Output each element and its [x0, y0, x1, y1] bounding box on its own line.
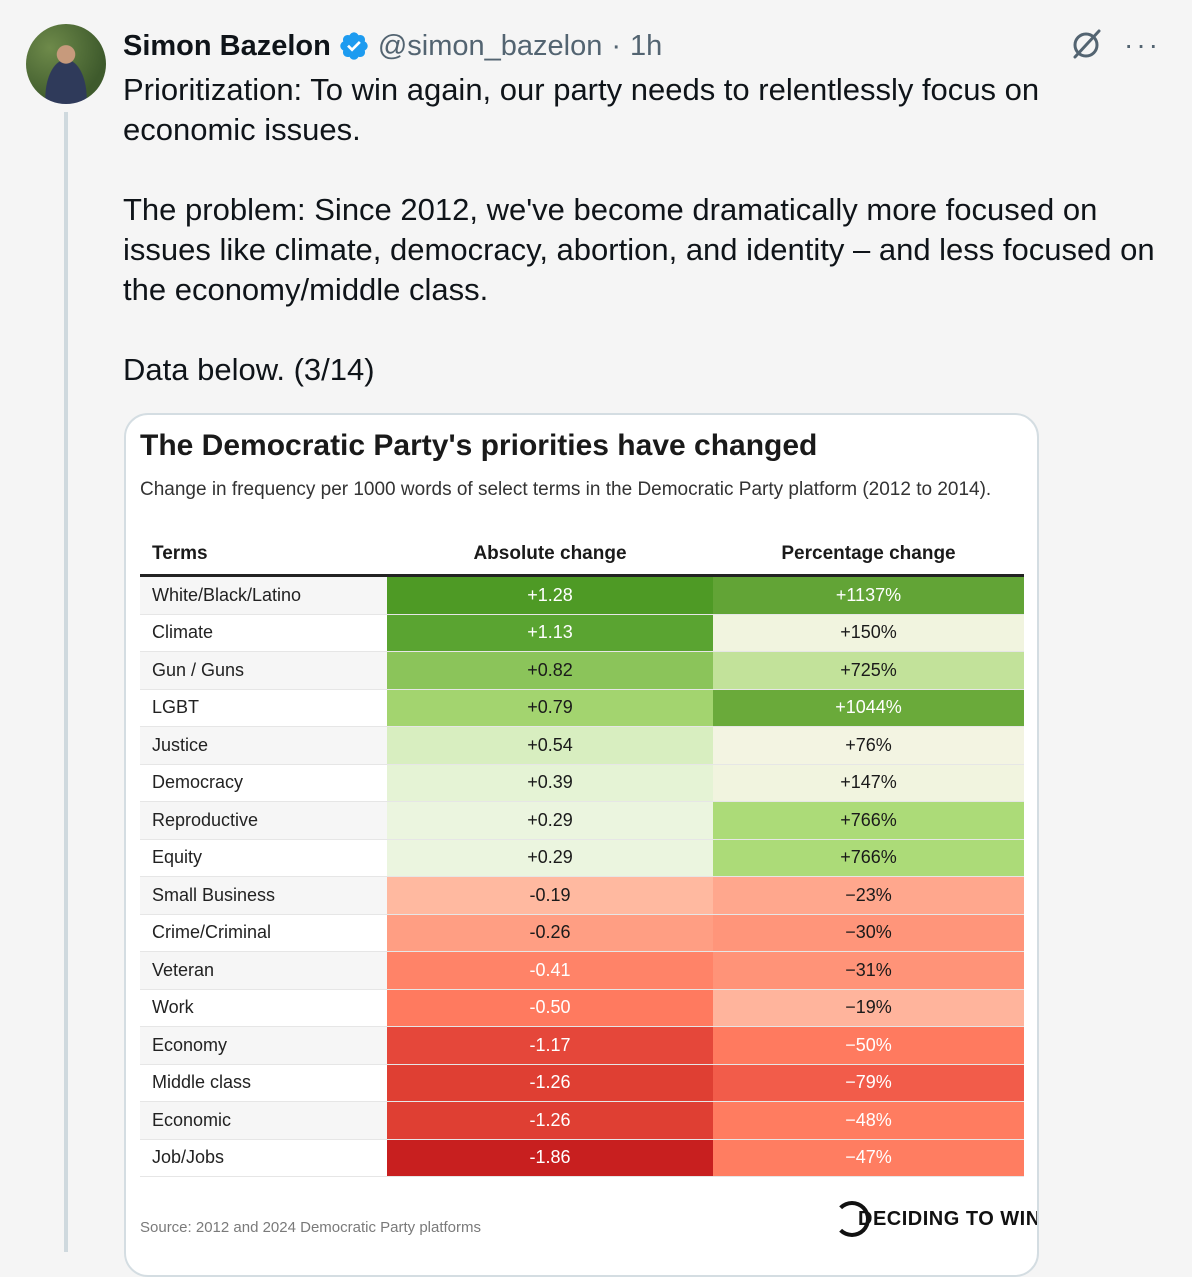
thread-connector-line	[64, 112, 68, 1252]
table-row: Democracy +0.39 +147%	[140, 764, 1024, 802]
percentage-change-cell: +1137%	[713, 577, 1024, 614]
percentage-change-cell: −31%	[713, 952, 1024, 989]
tweet-text: Prioritization: To win again, our party …	[123, 70, 1173, 390]
term-cell: Middle class	[152, 1072, 252, 1093]
absolute-change-cell: -1.26	[387, 1102, 713, 1139]
priority-change-table: Terms Absolute change Percentage change …	[140, 534, 1024, 1177]
table-row: Economy -1.17 −50%	[140, 1027, 1024, 1065]
tweet-text-line: Prioritization: To win again, our party …	[123, 72, 1040, 107]
percentage-change-cell: −50%	[713, 1027, 1024, 1064]
term-cell: Economy	[140, 1027, 387, 1064]
paragraph-gap	[123, 150, 1173, 190]
table-row: Small Business -0.19 −23%	[140, 877, 1024, 915]
table-row: Work -0.50 −19%	[140, 989, 1024, 1027]
absolute-change-cell: -1.17	[387, 1027, 713, 1064]
table-row: White/Black/Latino +1.28 +1137%	[140, 577, 1024, 615]
absolute-change-cell: +0.82	[387, 652, 713, 689]
tweet-text-line: the economy/middle class.	[123, 272, 489, 307]
absolute-change-cell: +1.13	[387, 614, 713, 651]
table-row: Job/Jobs -1.86 −47%	[140, 1139, 1024, 1177]
term-cell: Equity	[152, 847, 203, 868]
percentage-change-cell: +766%	[713, 802, 1024, 839]
absolute-change-cell: +0.29	[387, 802, 713, 839]
avatar[interactable]	[26, 24, 106, 104]
absolute-change-cell: -0.41	[387, 952, 713, 989]
table-row: Equity +0.29 +766%	[140, 839, 1024, 877]
absolute-change-cell: -1.86	[387, 1139, 713, 1176]
term-cell: Reproductive	[140, 802, 387, 839]
term-cell: Veteran	[140, 952, 387, 989]
tweet-text-line: Data below. (3/14)	[123, 352, 375, 387]
card-title: The Democratic Party's priorities have c…	[140, 429, 818, 462]
author-name[interactable]: Simon Bazelon	[123, 29, 331, 62]
header-percentage-change: Percentage change	[781, 543, 956, 564]
percentage-change-cell: −48%	[713, 1102, 1024, 1139]
logo-text: DECIDING TO WIN	[858, 1207, 1039, 1230]
table-row: Economic -1.26 −48%	[140, 1102, 1024, 1140]
table-row: Justice +0.54 +76%	[140, 727, 1024, 765]
table-row: Gun / Guns +0.82 +725%	[140, 652, 1024, 690]
absolute-change-cell: +0.79	[387, 689, 713, 726]
author-handle[interactable]: @simon_bazelon	[377, 29, 603, 62]
tweet-timestamp[interactable]: 1h	[630, 29, 663, 62]
table-row: LGBT +0.79 +1044%	[140, 689, 1024, 727]
card-subtitle: Change in frequency per 1000 words of se…	[140, 479, 992, 500]
more-icon[interactable]: ···	[1124, 29, 1161, 60]
term-cell: White/Black/Latino	[140, 577, 387, 614]
header-absolute-change: Absolute change	[473, 543, 627, 564]
term-cell: Economic	[140, 1102, 387, 1139]
tweet-header: Simon Bazelon @simon_bazelon · 1h	[123, 26, 662, 66]
term-cell: Crime/Criminal	[152, 922, 272, 943]
separator-dot: ·	[611, 29, 622, 62]
verified-badge-icon	[340, 32, 368, 60]
table-header: Terms Absolute change Percentage change	[140, 534, 1024, 577]
percentage-change-cell: +147%	[713, 764, 1024, 801]
absolute-change-cell: -0.50	[387, 989, 713, 1026]
percentage-change-cell: −47%	[713, 1139, 1024, 1176]
percentage-change-cell: −19%	[713, 989, 1024, 1026]
table-row: Middle class -1.26 −79%	[140, 1064, 1024, 1102]
percentage-change-cell: +150%	[713, 614, 1024, 651]
term-cell: Work	[152, 997, 194, 1018]
term-cell: Gun / Guns	[140, 652, 387, 689]
absolute-change-cell: -1.26	[387, 1064, 713, 1101]
table-row: Reproductive +0.29 +766%	[140, 802, 1024, 840]
tweet-text-line: issues like climate, democracy, abortion…	[123, 232, 1155, 267]
paragraph-gap	[123, 310, 1173, 350]
header-terms: Terms	[152, 543, 208, 564]
table-row: Crime/Criminal -0.26 −30%	[140, 914, 1024, 952]
table-row: Veteran -0.41 −31%	[140, 952, 1024, 990]
term-cell: Climate	[152, 622, 214, 643]
absolute-change-cell: +0.54	[387, 727, 713, 764]
percentage-change-cell: +76%	[713, 727, 1024, 764]
absolute-change-cell: +1.28	[387, 577, 713, 614]
table-row: Climate +1.13 +150%	[140, 614, 1024, 652]
percentage-change-cell: +766%	[713, 839, 1024, 876]
term-cell: LGBT	[152, 697, 200, 718]
term-cell: Job/Jobs	[152, 1147, 225, 1168]
percentage-change-cell: −79%	[713, 1064, 1024, 1101]
tweet-text-line: economic issues.	[123, 112, 361, 147]
term-cell: Small Business	[140, 877, 387, 914]
absolute-change-cell: +0.29	[387, 839, 713, 876]
absolute-change-cell: -0.26	[387, 914, 713, 951]
absolute-change-cell: -0.19	[387, 877, 713, 914]
percentage-change-cell: +1044%	[713, 689, 1024, 726]
embedded-image-card[interactable]: The Democratic Party's priorities have c…	[124, 413, 1039, 1277]
logo-mark-icon	[834, 1201, 870, 1237]
percentage-change-cell: +725%	[713, 652, 1024, 689]
table-body: White/Black/Latino +1.28 +1137% Climate +1.1…	[140, 577, 1024, 1177]
source-note: Source: 2012 and 2024 Democratic Party p…	[140, 1219, 482, 1236]
term-cell: Justice	[140, 727, 387, 764]
deciding-to-win-logo: DECIDING TO WIN	[834, 1201, 1039, 1237]
tweet-text-line: The problem: Since 2012, we've become dr…	[123, 192, 1098, 227]
term-cell: Democracy	[152, 772, 244, 793]
percentage-change-cell: −30%	[713, 914, 1024, 951]
percentage-change-cell: −23%	[713, 877, 1024, 914]
absolute-change-cell: +0.39	[387, 764, 713, 801]
grok-icon[interactable]	[1068, 26, 1104, 62]
